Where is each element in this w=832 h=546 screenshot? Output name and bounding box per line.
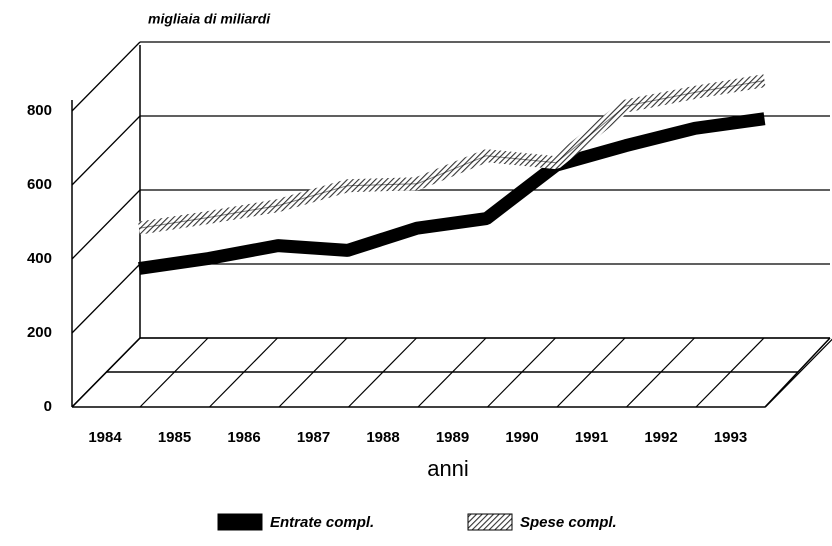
y-axis-label: migliaia di miliardi (148, 11, 271, 27)
series-outline (138, 80, 765, 229)
x-tick-label: 1991 (575, 429, 608, 446)
legend-label: Entrate compl. (270, 514, 374, 531)
x-axis-label: anni (427, 456, 469, 481)
floor-line (348, 337, 417, 408)
x-tick-label: 1989 (436, 429, 469, 446)
floor-line (626, 337, 695, 408)
floor-line (695, 337, 765, 408)
y-tick-label: 600 (27, 176, 52, 193)
legend-swatch (217, 513, 263, 531)
floor-line (765, 338, 832, 408)
series-line (138, 112, 766, 275)
x-tick-label: 1992 (644, 429, 677, 446)
x-tick-label: 1988 (366, 429, 399, 446)
floor-line (487, 337, 556, 408)
y-tick-label: 800 (27, 102, 52, 119)
floor-line (556, 337, 626, 408)
x-tick-label: 1986 (227, 429, 260, 446)
y-tick-label: 200 (27, 324, 52, 341)
x-tick-label: 1984 (88, 429, 122, 446)
tick-diagonal (71, 41, 141, 112)
x-tick-label: 1990 (505, 429, 538, 446)
x-tick-label: 1993 (714, 429, 747, 446)
tick-diagonal (71, 263, 141, 334)
floor-line (209, 337, 278, 408)
x-tick-label: 1987 (297, 429, 330, 446)
floor-edge (72, 337, 831, 408)
legend-label: Spese compl. (520, 514, 617, 531)
floor-line (417, 337, 487, 408)
tick-diagonal (71, 189, 141, 260)
legend-swatch (467, 513, 513, 531)
x-tick-label: 1985 (158, 429, 191, 446)
floor-line (278, 337, 348, 408)
series-line (138, 74, 766, 235)
y-tick-label: 400 (27, 250, 52, 267)
tick-diagonal (71, 337, 141, 408)
tick-diagonal (71, 115, 141, 186)
floor-line (139, 337, 209, 408)
y-tick-label: 0 (44, 398, 52, 415)
